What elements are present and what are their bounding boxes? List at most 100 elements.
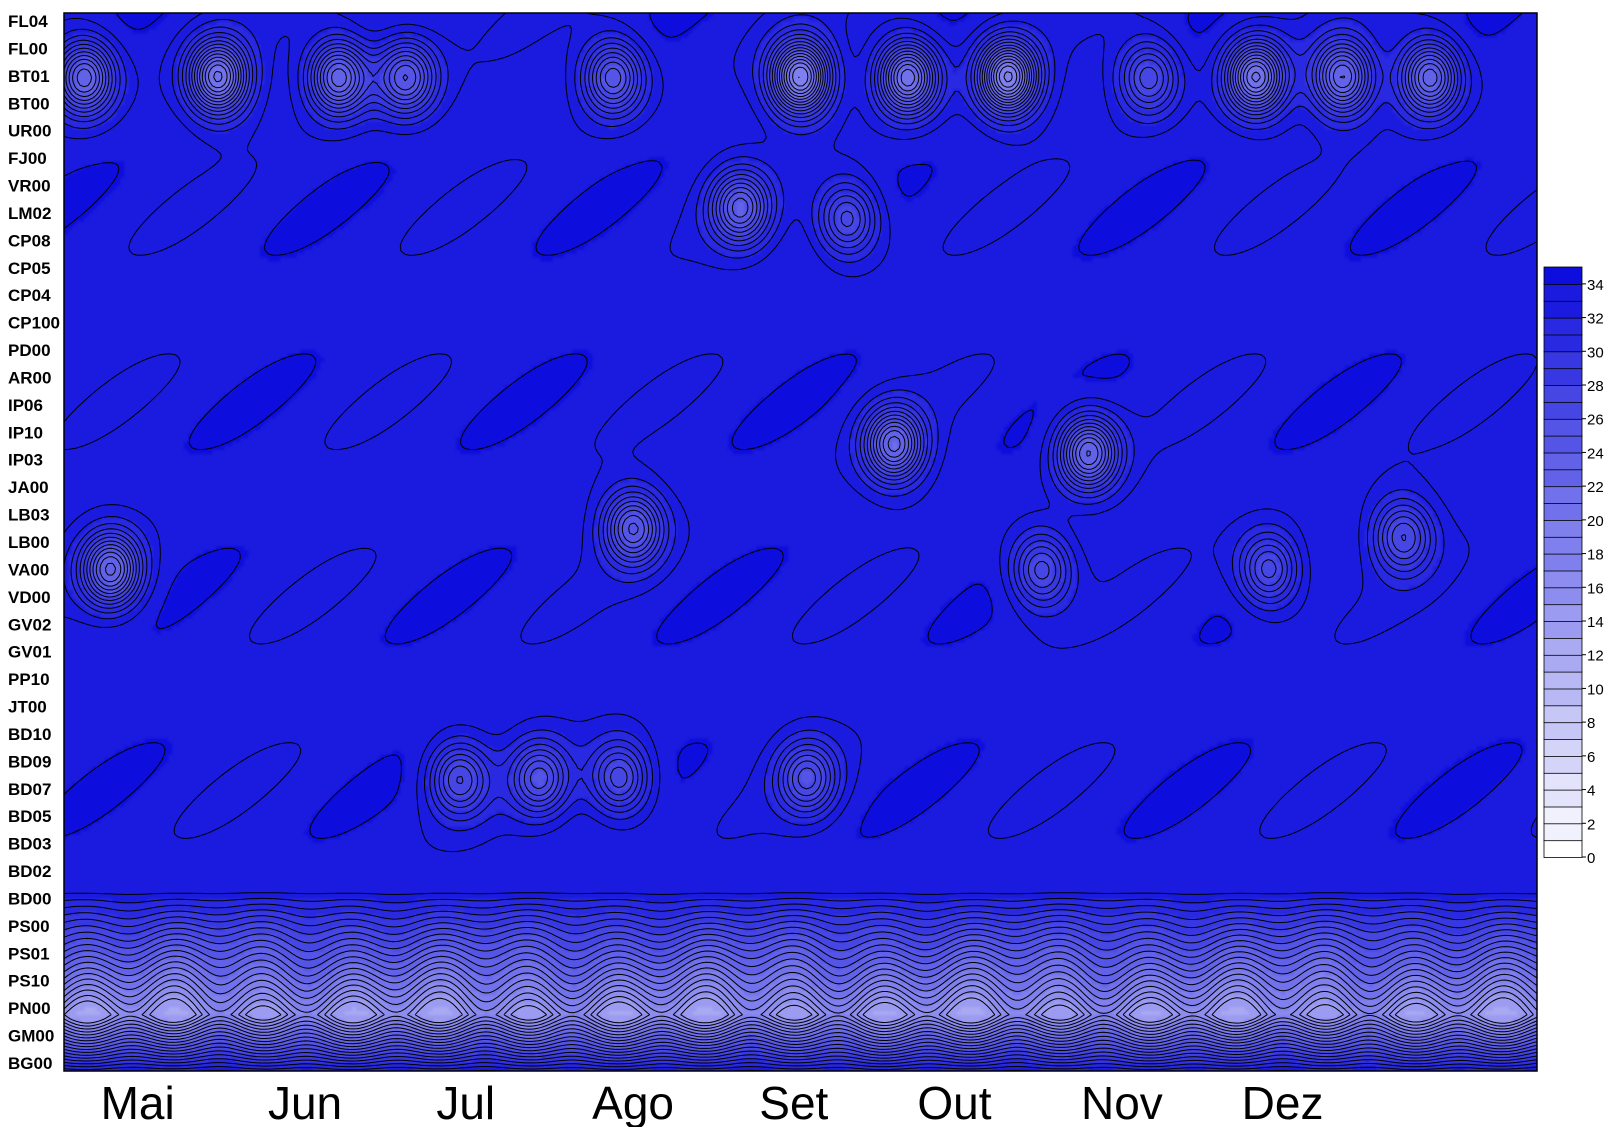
y-tick-label: LB00: [8, 533, 50, 552]
y-tick-label: BD02: [8, 862, 51, 881]
colorbar-tick-label: 18: [1587, 547, 1604, 564]
y-axis-labels: FL04 FL00 BT01 BT00 UR00 FJ00 VR00 LM02 CP08 CP05…: [8, 12, 60, 1073]
x-tick-label: Dez: [1242, 1077, 1324, 1127]
colorbar-tick-label: 14: [1587, 614, 1604, 631]
colorbar-band: [1543, 519, 1583, 538]
colorbar-band: [1543, 401, 1583, 420]
colorbar-band: [1543, 485, 1583, 504]
y-tick-label: UR00: [8, 122, 51, 141]
colorbar-tick-label: 20: [1587, 513, 1604, 530]
y-tick-label: BT01: [8, 67, 50, 86]
colorbar-band: [1543, 367, 1583, 386]
y-tick-label: CP100: [8, 314, 60, 333]
y-tick-label: LM02: [8, 204, 51, 223]
y-tick-label: BD07: [8, 780, 51, 799]
y-tick-label: BG00: [8, 1054, 52, 1073]
colorbar-tick-label: 30: [1587, 344, 1604, 361]
y-tick-label: BD05: [8, 807, 51, 826]
y-tick-label: BD09: [8, 752, 51, 771]
colorbar-band: [1543, 755, 1583, 774]
colorbar-band: [1543, 839, 1583, 858]
colorbar-band: [1543, 671, 1583, 690]
colorbar-band: [1543, 502, 1583, 521]
y-tick-label: GM00: [8, 1027, 54, 1046]
colorbar-band: [1543, 822, 1583, 842]
x-tick-label: Jun: [268, 1077, 342, 1127]
heatmap-field: [64, 13, 1537, 1071]
y-tick-label: IP03: [8, 451, 43, 470]
y-tick-label: BD00: [8, 889, 51, 908]
y-tick-label: BD03: [8, 835, 51, 854]
x-tick-label: Mai: [101, 1077, 175, 1127]
y-tick-label: BD10: [8, 725, 51, 744]
colorbar-band: [1543, 300, 1583, 319]
colorbar-band: [1543, 536, 1583, 555]
y-tick-label: LB03: [8, 506, 50, 525]
y-tick-label: CP04: [8, 286, 51, 305]
x-tick-label: Set: [759, 1077, 828, 1127]
colorbar-tick-label: 16: [1587, 580, 1604, 597]
y-tick-label: VA00: [8, 560, 49, 579]
x-tick-label: Jul: [436, 1077, 495, 1127]
y-tick-label: PS10: [8, 972, 50, 991]
colorbar-tick-label: 10: [1587, 681, 1604, 698]
colorbar-tick-label: 22: [1587, 479, 1604, 496]
colorbar-band: [1543, 266, 1583, 285]
colorbar-band: [1543, 586, 1583, 606]
contour-lines: [64, 13, 1537, 1071]
y-tick-label: IP10: [8, 423, 43, 442]
y-tick-label: CP08: [8, 231, 51, 250]
y-tick-label: JT00: [8, 698, 47, 717]
colorbar-band: [1543, 418, 1583, 437]
colorbar-band: [1543, 704, 1583, 724]
colorbar-tick-label: 26: [1587, 412, 1604, 429]
y-tick-label: VR00: [8, 177, 51, 196]
y-tick-label: VD00: [8, 588, 51, 607]
colorbar-tick-label: 24: [1587, 445, 1604, 462]
colorbar-band: [1543, 570, 1583, 589]
y-tick-label: PD00: [8, 341, 51, 360]
y-tick-label: GV01: [8, 643, 51, 662]
colorbar-band: [1543, 384, 1583, 403]
plot-frame: [63, 12, 1538, 1072]
contour-path: [64, 13, 1537, 1071]
colorbar-band: [1543, 738, 1583, 757]
y-tick-label: PP10: [8, 670, 50, 689]
colorbar-band: [1543, 603, 1583, 622]
colorbar-band: [1543, 789, 1583, 808]
x-tick-label: Ago: [592, 1077, 674, 1127]
colorbar-band: [1543, 468, 1583, 488]
colorbar-band: [1543, 317, 1583, 336]
x-tick-label: Nov: [1081, 1077, 1163, 1127]
colorbar-band: [1543, 772, 1583, 791]
y-tick-label: PS01: [8, 944, 50, 963]
y-tick-label: FL04: [8, 12, 48, 31]
y-tick-label: GV02: [8, 615, 51, 634]
colorbar-tick-label: 32: [1587, 311, 1604, 328]
colorbar-band: [1543, 620, 1583, 639]
x-axis-labels: Mai Jun Jul Ago Set Out Nov Dez: [101, 1077, 1324, 1127]
y-tick-label: CP05: [8, 259, 51, 278]
colorbar-band: [1543, 333, 1583, 353]
colorbar-tick-label: 0: [1587, 850, 1595, 867]
colorbar-band: [1543, 637, 1583, 656]
colorbar-band: [1543, 806, 1583, 825]
x-tick-label: Out: [917, 1077, 991, 1127]
y-tick-label: JA00: [8, 478, 49, 497]
colorbar-band: [1543, 435, 1583, 454]
colorbar-tick-label: 12: [1587, 648, 1604, 665]
colorbar-tick-label: 28: [1587, 378, 1604, 395]
colorbar-band: [1543, 451, 1583, 471]
colorbar-band: [1543, 553, 1583, 572]
colorbar-band: [1543, 688, 1583, 707]
y-tick-label: FL00: [8, 39, 48, 58]
y-tick-label: FJ00: [8, 149, 47, 168]
colorbar-band: [1543, 654, 1583, 673]
colorbar-tick-label: 2: [1587, 816, 1595, 833]
colorbar-tick-label: 8: [1587, 715, 1595, 732]
y-tick-label: AR00: [8, 368, 51, 387]
y-tick-label: PN00: [8, 999, 51, 1018]
y-tick-label: IP06: [8, 396, 43, 415]
